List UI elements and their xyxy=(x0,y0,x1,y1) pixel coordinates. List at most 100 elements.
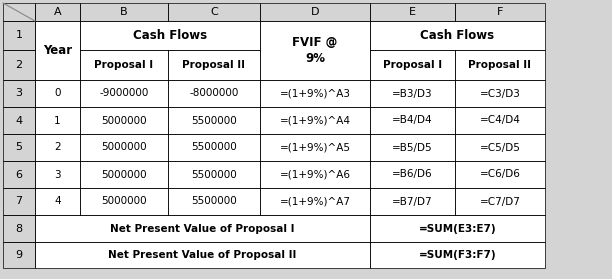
Bar xyxy=(3,242,35,268)
Bar xyxy=(35,3,80,21)
Bar xyxy=(260,161,370,188)
Bar xyxy=(3,242,35,268)
Bar xyxy=(35,134,80,161)
Text: =B6/D6: =B6/D6 xyxy=(392,170,433,179)
Bar xyxy=(35,134,80,161)
Bar xyxy=(35,188,80,215)
Bar xyxy=(35,107,80,134)
Text: 4: 4 xyxy=(15,116,23,126)
Bar xyxy=(370,134,455,161)
Text: 8: 8 xyxy=(15,223,23,234)
Text: Net Present Value of Proposal I: Net Present Value of Proposal I xyxy=(110,223,295,234)
Bar xyxy=(370,242,545,268)
Bar xyxy=(3,80,35,107)
Bar xyxy=(370,161,455,188)
Bar xyxy=(370,188,455,215)
Bar xyxy=(80,3,168,21)
Text: 5000000: 5000000 xyxy=(101,116,147,126)
Bar xyxy=(370,80,455,107)
Bar xyxy=(80,188,168,215)
Text: =C6/D6: =C6/D6 xyxy=(480,170,520,179)
Bar xyxy=(3,134,35,161)
Text: =(1+9%)^A6: =(1+9%)^A6 xyxy=(280,170,351,179)
Text: Proposal I: Proposal I xyxy=(383,60,442,70)
Bar xyxy=(260,188,370,215)
Bar xyxy=(168,161,260,188)
Bar xyxy=(168,107,260,134)
Bar xyxy=(35,242,370,268)
Bar xyxy=(260,134,370,161)
Bar xyxy=(168,3,260,21)
Text: =C7/D7: =C7/D7 xyxy=(480,196,520,206)
Text: 0: 0 xyxy=(54,88,61,98)
Text: =B5/D5: =B5/D5 xyxy=(392,143,433,153)
Text: 6: 6 xyxy=(15,170,23,179)
Text: 9: 9 xyxy=(15,250,23,260)
Text: =B4/D4: =B4/D4 xyxy=(392,116,433,126)
Bar xyxy=(168,188,260,215)
Bar xyxy=(3,134,35,161)
Text: 5000000: 5000000 xyxy=(101,170,147,179)
Bar xyxy=(80,107,168,134)
Text: =(1+9%)^A7: =(1+9%)^A7 xyxy=(280,196,351,206)
Bar xyxy=(260,107,370,134)
Bar xyxy=(370,107,455,134)
Text: =SUM(F3:F7): =SUM(F3:F7) xyxy=(419,250,496,260)
Bar xyxy=(168,161,260,188)
Bar xyxy=(260,3,370,21)
Text: =(1+9%)^A4: =(1+9%)^A4 xyxy=(280,116,351,126)
Bar xyxy=(168,80,260,107)
Bar xyxy=(455,161,545,188)
Text: 5: 5 xyxy=(15,143,23,153)
Text: 5000000: 5000000 xyxy=(101,143,147,153)
Text: 5500000: 5500000 xyxy=(191,196,237,206)
Bar xyxy=(370,215,545,242)
Bar xyxy=(370,50,455,80)
Bar xyxy=(370,242,545,268)
Bar xyxy=(370,161,455,188)
Bar xyxy=(3,3,35,21)
Bar xyxy=(80,50,168,80)
Bar xyxy=(455,188,545,215)
Text: =(1+9%)^A3: =(1+9%)^A3 xyxy=(280,88,351,98)
Bar xyxy=(370,3,455,21)
Text: 2: 2 xyxy=(54,143,61,153)
Text: 3: 3 xyxy=(15,88,23,98)
Bar xyxy=(455,107,545,134)
Bar xyxy=(370,80,455,107)
Bar xyxy=(35,80,80,107)
Bar xyxy=(35,161,80,188)
Bar xyxy=(35,3,80,21)
Bar xyxy=(80,50,168,80)
Bar xyxy=(35,107,80,134)
Bar xyxy=(168,134,260,161)
Text: FVIF @
9%: FVIF @ 9% xyxy=(293,37,338,64)
Bar xyxy=(80,107,168,134)
Text: =C3/D3: =C3/D3 xyxy=(480,88,520,98)
Text: 2: 2 xyxy=(15,60,23,70)
Text: Net Present Value of Proposal II: Net Present Value of Proposal II xyxy=(108,250,297,260)
Text: =SUM(E3:E7): =SUM(E3:E7) xyxy=(419,223,496,234)
Text: =B7/D7: =B7/D7 xyxy=(392,196,433,206)
Bar xyxy=(35,80,80,107)
Bar xyxy=(455,134,545,161)
Bar xyxy=(80,188,168,215)
Bar xyxy=(370,50,455,80)
Text: 5500000: 5500000 xyxy=(191,170,237,179)
Bar xyxy=(80,134,168,161)
Bar xyxy=(260,107,370,134)
Bar xyxy=(455,80,545,107)
Text: 4: 4 xyxy=(54,196,61,206)
Text: F: F xyxy=(497,7,503,17)
Bar xyxy=(35,215,370,242)
Bar xyxy=(3,161,35,188)
Bar xyxy=(260,3,370,21)
Bar xyxy=(260,80,370,107)
Text: -9000000: -9000000 xyxy=(99,88,149,98)
Text: =C4/D4: =C4/D4 xyxy=(480,116,520,126)
Text: 5500000: 5500000 xyxy=(191,116,237,126)
Bar xyxy=(3,161,35,188)
Bar xyxy=(3,215,35,242)
Text: Proposal II: Proposal II xyxy=(469,60,531,70)
Text: =(1+9%)^A5: =(1+9%)^A5 xyxy=(280,143,351,153)
